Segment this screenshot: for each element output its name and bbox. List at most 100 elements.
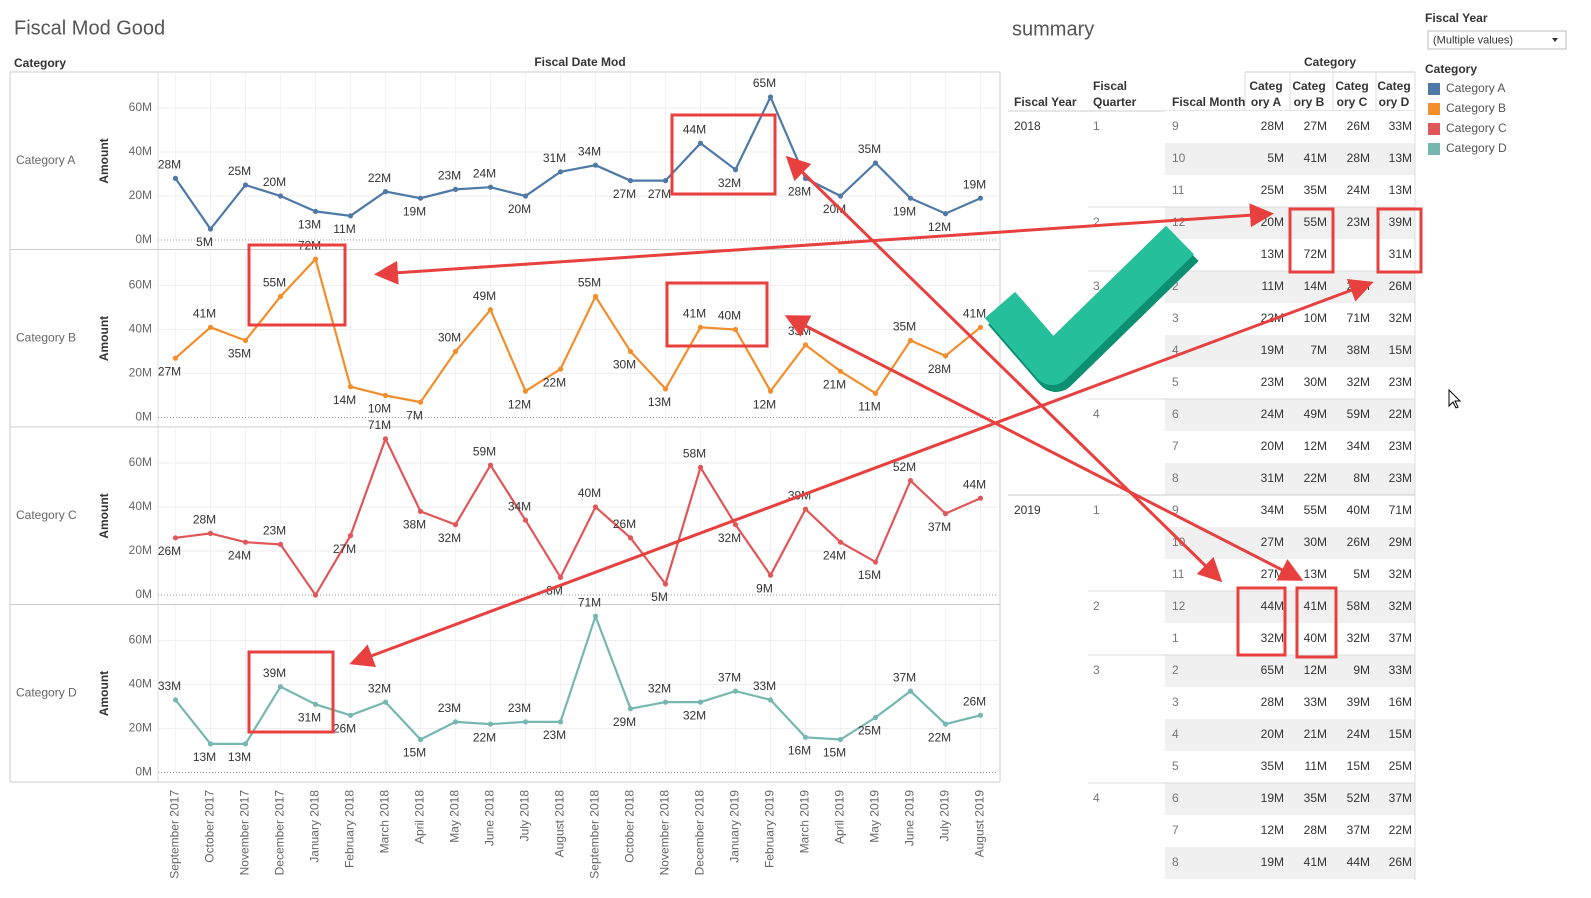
- legend-title: Category: [1425, 62, 1477, 76]
- point: [732, 167, 739, 173]
- table-cell: 40M: [1347, 503, 1370, 517]
- row-band: [1165, 463, 1415, 495]
- data-label: 20M: [508, 202, 531, 216]
- filter-value[interactable]: (Multiple values): [1433, 34, 1513, 46]
- y-tick-label: 20M: [129, 543, 152, 557]
- point: [942, 721, 949, 727]
- point: [312, 256, 319, 262]
- x-tick-label: January 2018: [308, 790, 322, 863]
- legend: Category A Category B Category C Category D: [1428, 81, 1507, 155]
- table-cell: 16M: [1389, 695, 1412, 709]
- data-label: 32M: [718, 531, 741, 545]
- highlight-box: [1288, 207, 1335, 274]
- x-tick-label: October 2018: [623, 790, 637, 863]
- table-cell: 20M: [1261, 727, 1284, 741]
- data-label: 13M: [298, 218, 321, 232]
- table-cell: 9M: [1353, 663, 1370, 677]
- table-cell: 13M: [1304, 567, 1327, 581]
- data-label: 24M: [473, 166, 496, 180]
- table-cell: 71M: [1389, 503, 1412, 517]
- x-tick-label: September 2018: [588, 790, 602, 879]
- table-cell: 23M: [1347, 215, 1370, 229]
- point: [207, 226, 214, 232]
- point: [452, 186, 459, 192]
- point: [592, 504, 599, 510]
- table-cell: 23M: [1389, 375, 1412, 389]
- point: [557, 169, 564, 175]
- data-label: 44M: [963, 477, 986, 491]
- point: [382, 392, 389, 399]
- table-cell: 37M: [1347, 823, 1370, 837]
- row-band: [1165, 783, 1415, 815]
- point: [872, 714, 879, 721]
- point: [312, 208, 319, 214]
- data-label: 40M: [718, 309, 741, 323]
- data-label: 38M: [403, 518, 426, 532]
- x-tick-label: December 2017: [273, 790, 287, 876]
- data-label: 5M: [196, 235, 213, 249]
- table-cell: 41M: [1304, 151, 1327, 165]
- x-tick-label: April 2019: [833, 790, 847, 844]
- row-header-cell: 2: [1093, 599, 1100, 613]
- row-label: Category D: [16, 686, 77, 700]
- point: [522, 193, 529, 199]
- x-tick-label: April 2018: [413, 790, 427, 844]
- table-cell: 72M: [1304, 247, 1327, 261]
- point: [942, 211, 949, 217]
- point: [767, 94, 774, 100]
- row-header-cell: 7: [1172, 439, 1179, 453]
- data-label: 23M: [508, 701, 531, 715]
- point: [277, 293, 284, 300]
- data-label: 28M: [928, 362, 951, 376]
- point: [487, 721, 494, 727]
- highlight-box: [670, 113, 777, 196]
- point: [907, 688, 914, 694]
- row-header-cell: 3: [1093, 663, 1100, 677]
- data-label: 23M: [438, 169, 461, 183]
- data-label: 35M: [228, 347, 251, 361]
- row-band: [1165, 303, 1415, 335]
- table-cell: 40M: [1304, 631, 1327, 645]
- point: [837, 539, 844, 545]
- data-label: 19M: [893, 204, 916, 218]
- data-label: 26M: [963, 694, 986, 708]
- data-label: 37M: [928, 520, 951, 534]
- table-cell: 27M: [1304, 119, 1327, 133]
- table-cell: 22M: [1304, 471, 1327, 485]
- y-axis-label: Amount: [97, 493, 111, 538]
- point: [697, 699, 704, 705]
- data-label: 16M: [788, 743, 811, 757]
- row-band: [1165, 495, 1415, 527]
- point: [382, 189, 389, 195]
- table-cell: 59M: [1347, 407, 1370, 421]
- y-tick-label: 60M: [129, 278, 152, 292]
- point: [172, 535, 179, 541]
- row-band: [1165, 655, 1415, 687]
- point: [732, 522, 739, 528]
- point: [452, 719, 459, 725]
- x-tick-label: May 2019: [868, 790, 882, 843]
- data-label: 32M: [718, 176, 741, 190]
- point: [907, 337, 914, 344]
- table-cell: 24M: [1347, 727, 1370, 741]
- point: [487, 184, 494, 190]
- table-cell: 41M: [1304, 855, 1327, 869]
- point: [732, 326, 739, 333]
- row-label: Category A: [16, 153, 75, 167]
- data-label: 33M: [753, 679, 776, 693]
- row-band: [1165, 719, 1415, 751]
- table-cell: 33M: [1389, 119, 1412, 133]
- checkmark: [984, 225, 1194, 385]
- point: [277, 684, 284, 690]
- data-label: 30M: [613, 358, 636, 372]
- point: [627, 178, 634, 184]
- y-tick-label: 40M: [129, 677, 152, 691]
- data-label: 5M: [651, 590, 668, 604]
- dropdown-arrow[interactable]: [1552, 38, 1558, 42]
- filter-title: Fiscal Year: [1425, 11, 1488, 25]
- filter-dropdown[interactable]: [1427, 30, 1567, 50]
- table-cell: 19M: [1261, 791, 1284, 805]
- data-label: 29M: [613, 715, 636, 729]
- y-tick-label: 60M: [129, 100, 152, 114]
- point: [942, 510, 949, 517]
